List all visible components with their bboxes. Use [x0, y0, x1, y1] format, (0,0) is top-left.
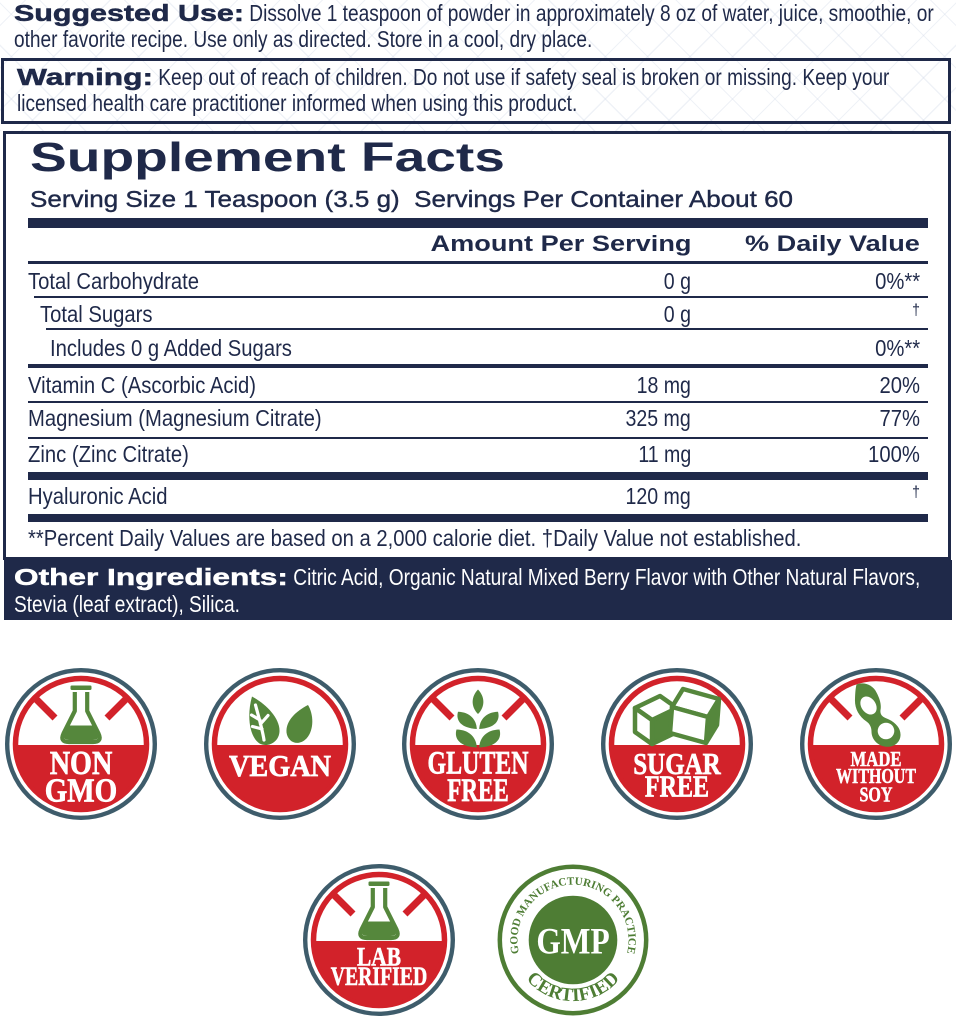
- svg-text:MADE: MADE: [850, 748, 901, 771]
- svg-text:FREE: FREE: [645, 770, 709, 805]
- svg-text:WITHOUT: WITHOUT: [836, 765, 916, 789]
- svg-text:SUGAR: SUGAR: [633, 748, 721, 782]
- svg-text:FREE: FREE: [447, 773, 509, 809]
- svg-text:SOY: SOY: [860, 784, 893, 808]
- svg-text:VERIFIED: VERIFIED: [331, 962, 428, 991]
- svg-text:NON: NON: [50, 744, 113, 782]
- svg-text:GLUTEN: GLUTEN: [427, 745, 528, 782]
- svg-text:LAB: LAB: [357, 943, 401, 972]
- svg-text:GMP: GMP: [536, 921, 609, 962]
- svg-text:GMO: GMO: [45, 772, 118, 809]
- svg-text:VEGAN: VEGAN: [229, 750, 331, 783]
